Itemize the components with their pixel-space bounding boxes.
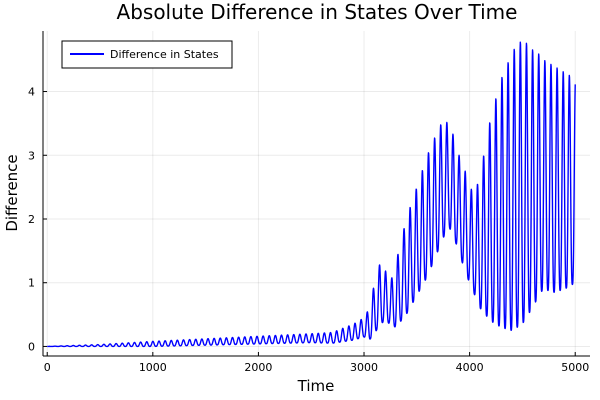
- series-line-difference-in-states: [46, 41, 576, 348]
- x-tick-label: 1000: [139, 361, 167, 374]
- series-layer: [46, 41, 576, 348]
- y-tick-label: 2: [28, 213, 35, 226]
- legend: Difference in States: [61, 40, 233, 69]
- y-tick-label: 3: [28, 149, 35, 162]
- ticks: 0 1000 2000 3000 4000 5000 0 1 2 3 4: [28, 86, 589, 374]
- x-axis-label: Time: [297, 377, 335, 395]
- x-tick-label: 3000: [350, 361, 378, 374]
- x-tick-label: 0: [44, 361, 51, 374]
- y-tick-label: 0: [28, 340, 35, 353]
- y-axis-label: Difference: [3, 154, 21, 231]
- legend-label-difference: Difference in States: [110, 48, 219, 61]
- chart-title: Absolute Difference in States Over Time: [117, 0, 518, 24]
- x-tick-label: 5000: [561, 361, 589, 374]
- y-tick-label: 1: [28, 277, 35, 290]
- x-tick-label: 4000: [456, 361, 484, 374]
- x-tick-label: 2000: [244, 361, 272, 374]
- y-tick-label: 4: [28, 86, 35, 99]
